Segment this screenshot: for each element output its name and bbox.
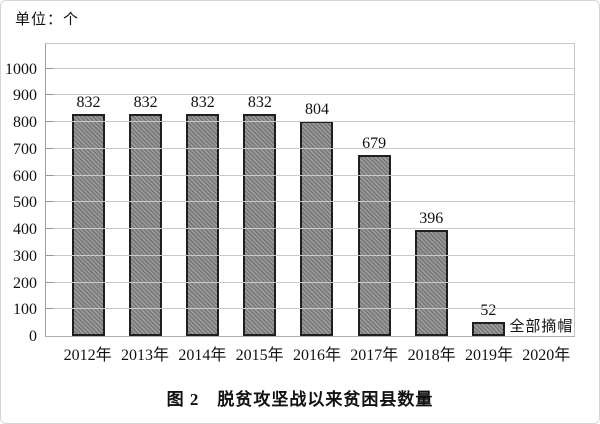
bar-slot-2013年: 832 [117,44,174,336]
y-axis-label-200: 200 [13,275,37,292]
bar-2012年 [72,114,106,336]
y-axis-label-600: 600 [13,168,37,185]
y-axis: 0 100 200 300 400 500 600 700 800 900 1000 [1,1,41,423]
x-axis-label-2014年: 2014年 [178,347,227,364]
y-axis-label-0: 0 [29,328,37,345]
x-axis-label-2019年: 2019年 [464,347,513,364]
figure-caption: 图 2 脱贫攻坚战以来贫困县数量 [166,390,434,409]
gridline-300 [46,255,574,256]
bar-2014年 [186,114,220,336]
bar-slot-2012年: 832 [60,44,117,336]
gridline-400 [46,228,574,229]
y-tick-600 [46,175,54,176]
gridline-700 [46,148,574,149]
value-label-2016年: 804 [304,101,329,118]
bar-slot-2018年: 396 [403,44,460,336]
gridline-200 [46,282,574,283]
bar-2017年 [357,155,391,336]
y-axis-label-100: 100 [13,301,37,318]
y-tick-900 [46,94,54,95]
y-tick-200 [46,282,54,283]
value-label-2013年: 832 [133,94,158,111]
y-axis-label-900: 900 [13,87,37,104]
bar-slot-2020年 [517,44,574,336]
y-tick-500 [46,201,54,202]
x-axis-label-2018年: 2018年 [407,347,456,364]
x-axis-label-2017年: 2017年 [350,347,399,364]
bar-2015年 [243,114,277,336]
gridline-1000 [46,68,574,69]
value-label-2014年: 832 [190,94,215,111]
value-label-2017年: 679 [362,135,387,152]
annotation-label: 全部摘帽 [509,319,574,335]
bar-2018年 [414,230,448,336]
bar-slot-2015年: 832 [231,44,288,336]
value-label-2019年: 52 [480,302,497,319]
y-tick-400 [46,228,54,229]
bar-slot-2014年: 832 [174,44,231,336]
gridline-600 [46,175,574,176]
gridline-800 [46,121,574,122]
y-tick-100 [46,308,54,309]
bar-slot-2017年: 679 [346,44,403,336]
y-axis-label-1000: 1000 [5,61,37,78]
bar-slot-2016年: 804 [288,44,345,336]
x-axis-label-2012年: 2012年 [63,347,112,364]
gridline-100 [46,308,574,309]
value-label-2018年: 396 [419,210,444,227]
bars-row: 832 832 832 832 804 679 396 52 全部摘帽 [46,44,574,336]
y-tick-300 [46,255,54,256]
x-axis-label-2015年: 2015年 [235,347,284,364]
y-axis-label-400: 400 [13,221,37,238]
y-tick-1000 [46,68,54,69]
bar-slot-2019年: 52 全部摘帽 [460,44,572,336]
y-tick-800 [46,121,54,122]
unit-label: 单位：个 [15,12,80,28]
x-axis-label-2020年: 2020年 [522,347,571,364]
x-axis-label-2016年: 2016年 [292,347,341,364]
value-label-2015年: 832 [247,94,272,111]
y-axis-label-800: 800 [13,114,37,131]
y-axis-label-500: 500 [13,194,37,211]
gridline-500 [46,201,574,202]
y-tick-700 [46,148,54,149]
x-axis: 2012年 2013年 2014年 2015年 2016年 2017年 2018年 2019年… [45,341,575,365]
bar-2019年 [471,322,505,336]
value-label-2012年: 832 [76,94,101,111]
x-axis-label-2013年: 2013年 [120,347,169,364]
plot-area: 832 832 832 832 804 679 396 52 全部摘帽 [45,43,575,337]
y-axis-label-700: 700 [13,141,37,158]
y-axis-label-300: 300 [13,248,37,265]
gridline-900 [46,94,574,95]
bar-2013年 [129,114,163,336]
